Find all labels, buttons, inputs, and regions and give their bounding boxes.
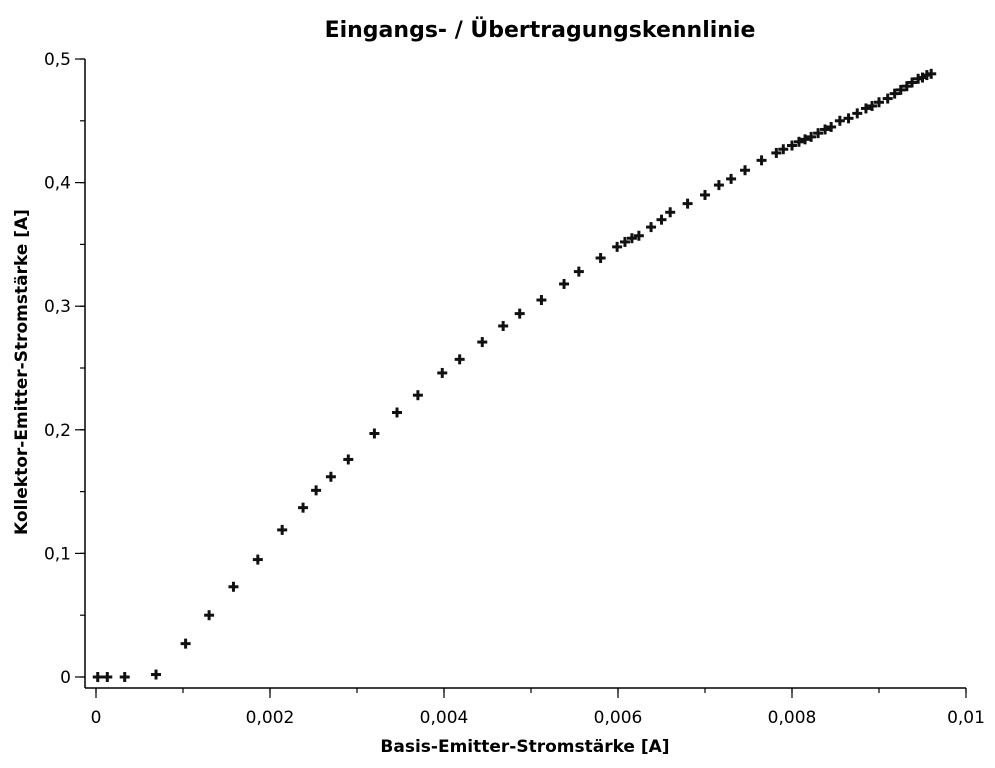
y-tick-label: 0,2 — [44, 421, 71, 441]
data-point — [740, 165, 751, 176]
data-point — [793, 136, 804, 147]
data-point — [514, 308, 525, 319]
data-point — [298, 502, 309, 513]
x-tick-label: 0,008 — [768, 708, 817, 728]
data-point — [573, 266, 584, 277]
y-axis-ticks: 0 0,1 0,2 0,3 0,4 0,5 — [44, 50, 85, 688]
data-point — [536, 295, 547, 306]
data-point — [559, 278, 570, 289]
x-tick-label: 0,004 — [420, 708, 469, 728]
data-point — [204, 610, 215, 621]
data-point — [311, 485, 322, 496]
data-point — [277, 524, 288, 535]
data-point — [343, 454, 354, 465]
data-point — [228, 581, 239, 592]
data-point — [843, 113, 854, 124]
data-point — [656, 214, 667, 225]
data-point — [682, 198, 693, 209]
data-point — [787, 140, 797, 151]
data-point — [852, 108, 863, 119]
data-point — [102, 672, 113, 682]
data-point — [726, 173, 737, 184]
data-point — [882, 93, 893, 104]
data-point — [756, 155, 767, 166]
data-point — [700, 189, 710, 200]
data-points — [92, 68, 937, 682]
data-point — [901, 81, 912, 92]
x-tick-label: 0,006 — [594, 708, 643, 728]
y-tick-label: 0,3 — [44, 297, 71, 317]
data-point — [325, 471, 336, 482]
data-point — [813, 128, 824, 139]
data-point — [119, 672, 130, 682]
y-tick-label: 0 — [60, 668, 71, 688]
y-axis-label: Kollektor-Emitter-Stromstärke [A] — [12, 209, 32, 535]
x-tick-label: 0,01 — [947, 708, 985, 728]
data-point — [771, 147, 782, 158]
data-point — [252, 554, 263, 565]
plot-area: 0 0,002 0,004 0,006 0,008 0,01 00,10,20,30,40… — [44, 50, 985, 728]
data-point — [834, 115, 845, 126]
data-point — [867, 100, 878, 111]
data-point — [477, 337, 488, 348]
data-point — [437, 367, 448, 378]
data-point — [895, 84, 906, 95]
data-point — [454, 354, 465, 365]
data-point — [151, 669, 162, 680]
data-point — [806, 131, 817, 142]
data-point — [646, 222, 657, 233]
data-point — [369, 428, 380, 439]
data-point — [889, 88, 900, 99]
x-axis-label: Basis-Emitter-Stromstärke [A] — [380, 737, 669, 757]
data-point — [633, 230, 644, 241]
x-tick-label: 0 — [91, 708, 102, 728]
data-point — [860, 103, 871, 114]
data-point — [826, 121, 837, 132]
data-point — [412, 390, 423, 401]
data-point — [619, 236, 630, 247]
data-point — [612, 241, 623, 252]
data-point — [713, 180, 724, 191]
data-point — [498, 320, 509, 331]
data-point — [626, 233, 637, 244]
y-tick-label: 0,4 — [44, 174, 71, 194]
data-point — [392, 407, 403, 418]
x-axis-ticks: 0 0,002 0,004 0,006 0,008 0,01 — [91, 688, 985, 728]
data-point — [595, 252, 606, 263]
x-tick-label: 0,002 — [246, 708, 295, 728]
data-point — [907, 77, 918, 88]
data-point — [180, 638, 191, 649]
chart-title: Eingangs- / Übertragungskennlinie — [325, 17, 756, 43]
data-point — [800, 134, 811, 145]
data-point — [665, 207, 676, 218]
y-tick-label: 0,5 — [44, 50, 71, 70]
data-point — [92, 672, 103, 682]
y-tick-label: 0,1 — [44, 544, 71, 564]
data-point — [820, 124, 831, 135]
data-point — [926, 68, 937, 79]
data-point — [874, 97, 884, 108]
data-point — [778, 144, 789, 155]
